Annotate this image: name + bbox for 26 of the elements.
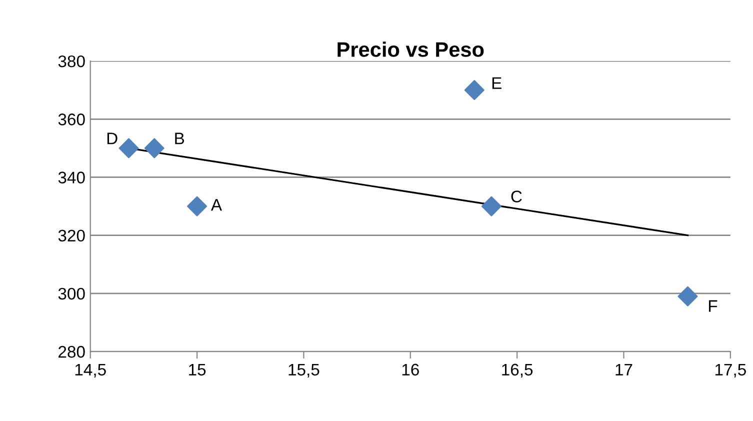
annotation: A: [210, 199, 222, 211]
y-tick-label: 300: [58, 288, 85, 300]
point: [118, 138, 139, 158]
y-tick-label: 340: [58, 172, 85, 184]
y-tick-label: 280: [58, 346, 85, 358]
annotation: D: [107, 132, 118, 144]
annotation: B: [175, 132, 184, 144]
x-tick-label: 14,5: [75, 364, 106, 378]
annotation: F: [709, 300, 718, 312]
chart-title: Precio vs Peso: [338, 42, 484, 57]
x-tick-label: 16,5: [502, 364, 533, 378]
x-tick-label: 17,5: [715, 364, 746, 378]
point: [481, 196, 502, 216]
y-tick-label: 360: [58, 114, 85, 126]
point: [678, 286, 698, 306]
x-tick-label: 15,5: [288, 364, 320, 378]
point: [187, 196, 208, 216]
point: [464, 80, 484, 100]
x-tick-label: 16: [402, 364, 419, 376]
y-tick-label: 380: [58, 55, 85, 68]
point: [144, 138, 164, 158]
annotation: C: [511, 190, 522, 202]
x-tick-label: 17: [616, 364, 632, 376]
x-tick-label: 15: [189, 364, 206, 376]
annotation: E: [492, 77, 502, 89]
y-tick-label: 320: [58, 230, 85, 242]
